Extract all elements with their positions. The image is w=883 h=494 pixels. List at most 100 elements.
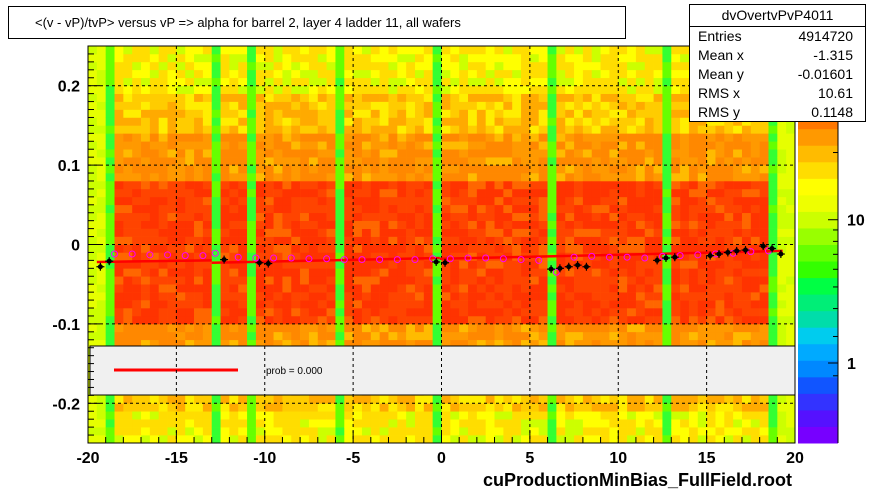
heatmap-cell [529,315,540,325]
heatmap-cell [211,46,221,55]
heatmap-cell [662,236,672,245]
heatmap-cell [167,260,177,269]
heatmap-cell [680,427,690,436]
heatmap-cell [547,331,557,341]
heatmap-cell [247,69,257,79]
heatmap-cell [388,196,398,206]
heatmap-cell [468,204,478,214]
heatmap-cell [441,85,451,94]
heatmap-cell [644,252,654,261]
heatmap-cell [750,419,760,428]
heatmap-cell [335,300,345,309]
open-marker [111,250,119,258]
open-marker [358,256,366,264]
heatmap-cell [185,212,195,221]
heatmap-cell [627,244,637,253]
heatmap-cell [468,323,478,333]
heatmap-cell [521,157,531,166]
heatmap-cell [512,165,522,174]
heatmap-cell [485,53,495,63]
heatmap-cell [247,180,257,190]
heatmap-cell [476,77,486,86]
palette-tick-label: 1 [847,356,856,373]
heatmap-cell [132,61,142,71]
heatmap-cell [556,133,566,142]
heatmap-cell [574,85,584,94]
heatmap-cell [644,93,654,102]
heatmap-cell [397,315,407,325]
heatmap-cell [229,133,239,142]
heatmap-cell [468,284,478,293]
heatmap-cell [229,339,239,349]
heatmap-cell [220,149,230,158]
heatmap-cell [194,101,204,110]
heatmap-cell [388,93,398,102]
heatmap-cell [618,419,628,428]
heatmap-cell [618,244,628,253]
heatmap-cell [282,284,292,293]
heatmap-cell [697,419,707,428]
heatmap-cell [132,53,142,63]
heatmap-cell [441,196,451,206]
heatmap-cell [96,109,106,118]
heatmap-cell [547,212,557,221]
heatmap-cell [556,188,566,198]
heatmap-cell [300,109,310,118]
heatmap-cell [194,180,204,190]
stats-value: 10.61 [817,85,853,101]
heatmap-cell [574,220,584,229]
heatmap-cell [96,188,106,198]
heatmap-cell [176,93,186,102]
heatmap-cell [379,133,389,142]
heatmap-cell [529,165,540,174]
heatmap-cell [141,165,151,174]
profile-point [555,264,564,273]
heatmap-cell [326,61,336,71]
heatmap-cell [556,244,566,253]
heatmap-cell [618,220,628,229]
heatmap-cell [662,268,672,277]
heatmap-cell [105,188,115,198]
heatmap-cell [450,308,460,317]
heatmap-cell [715,395,725,404]
heatmap-cell [547,157,557,166]
heatmap-cell [671,276,681,285]
heatmap-cell [574,268,584,277]
heatmap-cell [114,157,124,166]
heatmap-cell [715,252,725,261]
heatmap-cell [194,69,204,79]
heatmap-cell [468,292,478,301]
heatmap-cell [503,411,513,420]
heatmap-cell [706,323,716,333]
heatmap-cell [114,46,124,55]
heatmap-cell [202,260,213,269]
heatmap-cell [317,188,327,198]
heatmap-cell [423,268,433,277]
heatmap-cell [202,109,213,118]
heatmap-cell [609,93,619,102]
heatmap-cell [459,204,469,214]
heatmap-cell [494,435,504,444]
heatmap-cell [609,339,619,349]
heatmap-cell [485,180,495,190]
heatmap-cell [485,395,495,404]
heatmap-cell [300,331,310,341]
heatmap-cell [247,61,257,71]
heatmap-cell [715,411,725,420]
heatmap-cell [450,300,460,309]
heatmap-cell [105,141,115,150]
heatmap-cell [229,109,239,118]
heatmap-cell [264,411,274,420]
heatmap-cell [105,236,115,245]
heatmap-cell [768,165,778,174]
heatmap-cell [741,292,752,301]
heatmap-cell [414,46,425,55]
heatmap-cell [273,252,283,261]
heatmap-cell [361,133,372,142]
heatmap-cell [662,260,672,269]
heatmap-cell [494,133,504,142]
heatmap-cell [715,228,725,237]
heatmap-cell [706,244,716,253]
heatmap-cell [556,260,566,269]
heatmap-cell [680,69,690,79]
